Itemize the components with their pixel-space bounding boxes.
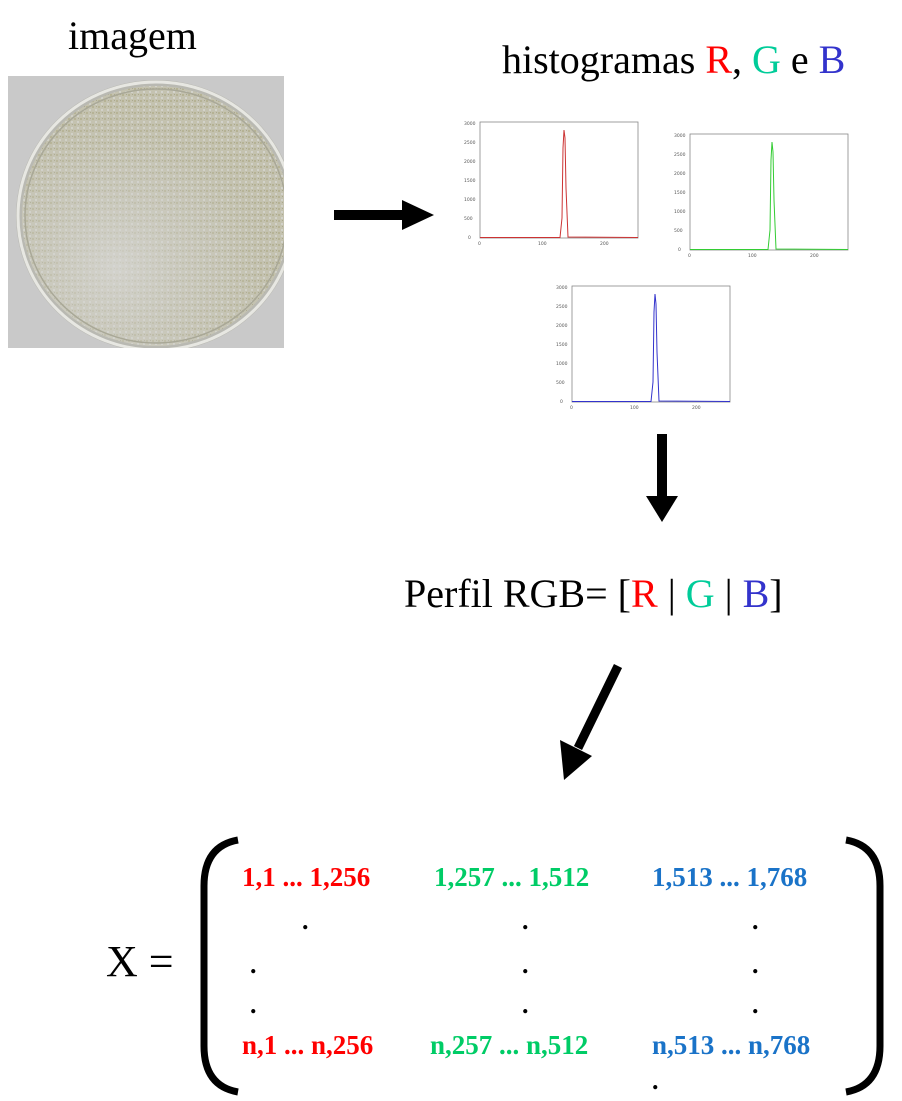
matrix-cell-r-last: n,1 ... n,256 bbox=[242, 1030, 374, 1060]
histogram-r: 3000 2500 2000 1500 1000 500 0 0 100 200 bbox=[462, 118, 642, 246]
matrix-dot: . bbox=[250, 950, 257, 979]
histograms-label-sep: , bbox=[732, 37, 752, 82]
matrix-cell-g-last: n,257 ... n,512 bbox=[430, 1030, 589, 1060]
histogram-g-ytick: 2500 bbox=[674, 152, 686, 158]
matrix-dot: . bbox=[652, 1066, 659, 1095]
matrix-label: X = bbox=[106, 937, 174, 986]
matrix-dot: . bbox=[752, 990, 759, 1019]
histogram-g: 3000 2500 2000 1500 1000 500 0 0 100 200 bbox=[672, 130, 852, 258]
histogram-r-ytick: 1500 bbox=[464, 178, 476, 184]
histograms-label-and: e bbox=[780, 37, 819, 82]
matrix-dot: . bbox=[250, 990, 257, 1019]
matrix-dot: . bbox=[522, 950, 529, 979]
histogram-r-ytick: 3000 bbox=[464, 121, 476, 127]
histograms-label-b: B bbox=[818, 37, 846, 82]
arrow-right-icon bbox=[334, 200, 434, 230]
histogram-b: 3000 2500 2000 1500 1000 500 0 0 100 200 bbox=[554, 282, 734, 410]
histogram-g-ytick: 3000 bbox=[674, 133, 686, 139]
histograms-label-r: R bbox=[705, 37, 732, 82]
histogram-g-ytick: 0 bbox=[678, 247, 681, 253]
rgb-profile-sep1: | bbox=[657, 571, 686, 616]
histogram-b-ytick: 2000 bbox=[556, 323, 568, 329]
matrix-dot: . bbox=[302, 906, 309, 935]
matrix-cell-g-first: 1,257 ... 1,512 bbox=[434, 862, 590, 892]
histogram-g-ytick: 2000 bbox=[674, 171, 686, 177]
histogram-b-ytick: 1500 bbox=[556, 342, 568, 348]
histogram-b-ytick: 0 bbox=[560, 399, 563, 405]
histogram-r-ytick: 1000 bbox=[464, 197, 476, 203]
rgb-profile-sep2: | bbox=[714, 571, 743, 616]
histogram-b-ytick: 2500 bbox=[556, 304, 568, 310]
histograms-label: histogramas R, G e B bbox=[502, 36, 845, 83]
matrix-cell-r-first: 1,1 ... 1,256 bbox=[242, 862, 371, 892]
histogram-r-xtick: 0 bbox=[478, 241, 481, 246]
matrix-dot: . bbox=[752, 906, 759, 935]
histogram-g-xtick: 0 bbox=[688, 253, 691, 258]
histogram-r-ytick: 2500 bbox=[464, 140, 476, 146]
rgb-profile-r: R bbox=[631, 571, 658, 616]
histogram-b-ytick: 500 bbox=[556, 380, 565, 386]
histogram-g-ytick: 1500 bbox=[674, 190, 686, 196]
histogram-r-ytick: 0 bbox=[468, 235, 471, 241]
histogram-b-xtick: 0 bbox=[570, 405, 573, 410]
petri-dish-image bbox=[8, 76, 296, 352]
rgb-profile-b: B bbox=[742, 571, 770, 616]
histogram-b-ytick: 3000 bbox=[556, 285, 568, 291]
histogram-b-xtick: 100 bbox=[630, 405, 639, 410]
matrix-right-bracket-icon bbox=[845, 836, 884, 1096]
histogram-g-xtick: 100 bbox=[748, 253, 757, 258]
matrix-dot: . bbox=[522, 990, 529, 1019]
arrow-down-icon bbox=[646, 434, 678, 522]
histogram-r-ytick: 500 bbox=[464, 216, 473, 222]
matrix-dot: . bbox=[752, 950, 759, 979]
rgb-profile-suffix: ] bbox=[769, 571, 783, 616]
rgb-profile: Perfil RGB= [R | G | B] bbox=[404, 570, 783, 617]
matrix-dot: . bbox=[522, 906, 529, 935]
image-label: imagem bbox=[68, 13, 197, 58]
rgb-profile-prefix: Perfil RGB= [ bbox=[404, 571, 631, 616]
histogram-r-xtick: 100 bbox=[538, 241, 547, 246]
rgb-profile-g: G bbox=[685, 571, 715, 616]
histogram-g-ytick: 1000 bbox=[674, 209, 686, 215]
histograms-label-prefix: histogramas bbox=[502, 37, 706, 82]
histogram-b-ytick: 1000 bbox=[556, 361, 568, 367]
histogram-r-xtick: 200 bbox=[600, 241, 609, 246]
matrix-cell-b-last: n,513 ... n,768 bbox=[652, 1030, 811, 1060]
histograms-label-g: G bbox=[752, 37, 781, 82]
matrix-left-bracket-icon bbox=[200, 836, 239, 1096]
histogram-b-xtick: 200 bbox=[692, 405, 701, 410]
histogram-g-xtick: 200 bbox=[810, 253, 819, 258]
matrix-cell-b-first: 1,513 ... 1,768 bbox=[652, 862, 808, 892]
histogram-r-ytick: 2000 bbox=[464, 159, 476, 165]
arrow-diagonal-icon bbox=[560, 664, 623, 780]
histogram-g-ytick: 500 bbox=[674, 228, 683, 234]
